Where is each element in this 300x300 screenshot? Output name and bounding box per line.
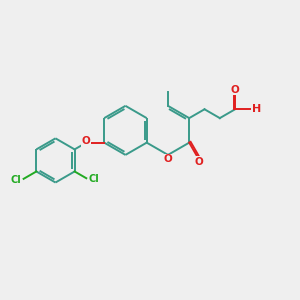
Text: O: O [231,85,239,94]
Text: O: O [82,136,91,146]
Text: O: O [194,157,203,167]
Text: O: O [164,154,172,164]
Text: Cl: Cl [11,175,21,185]
Text: H: H [252,104,261,114]
Text: Cl: Cl [88,174,99,184]
